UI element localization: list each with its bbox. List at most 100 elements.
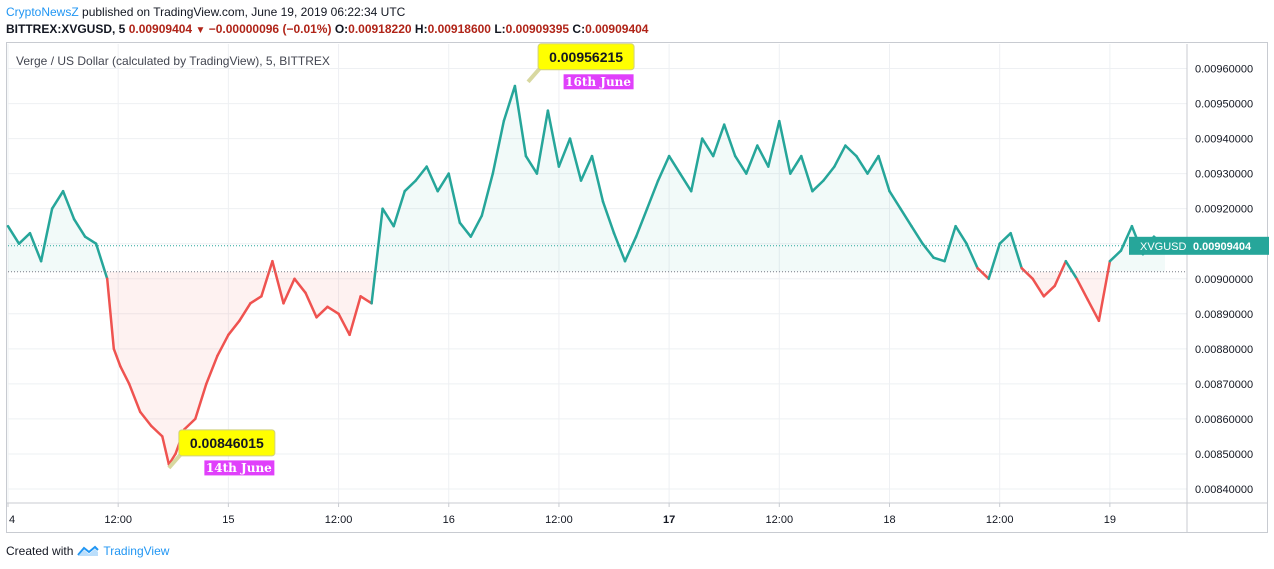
series-segment (789, 154, 803, 175)
series-segment (112, 347, 122, 368)
low-label: L: (494, 22, 506, 36)
series-segment (899, 207, 913, 228)
series-segment (414, 165, 428, 182)
y-tick-label: 0.00840000 (1195, 484, 1253, 496)
series-segment (105, 277, 116, 351)
y-tick-label: 0.00870000 (1195, 379, 1253, 391)
ticker-last: 0.00909404 (128, 22, 193, 36)
series-segment (370, 207, 384, 305)
series-segment (28, 231, 43, 263)
series-segment (260, 259, 274, 298)
series-segment (590, 154, 605, 203)
chart-legend: Verge / US Dollar (calculated by Trading… (16, 54, 330, 68)
series-segment (877, 154, 891, 193)
date-tag-box (562, 73, 635, 91)
low-value: 0.00909395 (505, 22, 570, 36)
series-segment (998, 231, 1012, 245)
series-segment (634, 207, 649, 238)
series-segment (271, 259, 285, 305)
chart-panel[interactable] (6, 42, 1268, 533)
x-tick-label: 16 (443, 514, 455, 526)
y-tick-label: 0.00850000 (1195, 449, 1253, 461)
date-tag-label: 16th June (565, 75, 631, 89)
series-segment (921, 242, 935, 259)
series-segment (601, 200, 616, 235)
open-value: 0.00918220 (348, 22, 412, 36)
series-segment (656, 154, 671, 182)
high-label: H: (414, 22, 428, 36)
series-segment (800, 154, 814, 193)
series-segment (1119, 224, 1134, 252)
series-segment (249, 295, 263, 305)
series-segment (568, 137, 583, 182)
series-segment (1009, 231, 1023, 270)
series-segment (337, 312, 351, 337)
series-segment (756, 144, 770, 168)
series-segment (392, 189, 406, 228)
x-tick-label: 12:00 (986, 514, 1014, 526)
series-segment (1064, 259, 1079, 281)
y-tick-label: 0.00930000 (1195, 169, 1253, 181)
created-with-text: Created with (6, 544, 74, 558)
x-tick-label: 4 (9, 514, 15, 526)
series-segment (965, 242, 979, 270)
series-segment (579, 154, 594, 182)
series-segment (844, 144, 858, 158)
series-segment (778, 119, 792, 175)
y-tick-label: 0.00940000 (1195, 134, 1253, 146)
x-tick-label: 17 (663, 514, 675, 526)
series-segment (359, 295, 373, 305)
series-segment (1075, 277, 1090, 302)
x-tick-label: 15 (222, 514, 234, 526)
series-segment (194, 382, 208, 421)
series-segment (127, 382, 142, 414)
series-segment (1042, 284, 1057, 298)
series-segment (304, 291, 318, 319)
series-segment (326, 305, 340, 316)
series-segment (767, 119, 781, 168)
series-segment (425, 165, 439, 193)
series-segment (436, 172, 450, 193)
series-segment (513, 84, 528, 158)
ticker-symbol: BITTREX:XVGUSD, 5 (6, 22, 126, 36)
y-tick-label: 0.00920000 (1195, 204, 1253, 216)
series-segment (711, 123, 726, 158)
open-label: O: (334, 22, 349, 36)
series-segment (1020, 266, 1034, 281)
author-link[interactable]: CryptoNewsZ (6, 5, 79, 19)
callout-value: 0.00956215 (549, 49, 623, 65)
publish-line: CryptoNewsZ published on TradingView.com… (6, 5, 405, 19)
area-fill-below (104, 271, 1108, 465)
series-segment (381, 207, 395, 228)
series-segment (502, 84, 517, 123)
series-segment (1086, 298, 1101, 323)
series-segment (72, 217, 87, 238)
series-segment (39, 207, 54, 263)
series-segment (205, 354, 219, 386)
series-segment (557, 137, 572, 168)
y-tick-label: 0.00880000 (1195, 344, 1253, 356)
series-segment (161, 435, 171, 466)
published-text: published on TradingView.com, June 19, 2… (78, 5, 406, 19)
series-segment (678, 172, 693, 193)
series-segment (722, 123, 737, 158)
callout-box (178, 429, 276, 457)
series-segment (535, 109, 550, 175)
series-segment (50, 189, 65, 210)
series-segment (866, 154, 880, 175)
price-label-symbol: XVGUSD (1140, 241, 1187, 253)
series-segment (822, 165, 836, 182)
series-segment (94, 242, 109, 281)
area-fill-above (8, 86, 1165, 272)
series-segment (932, 256, 946, 263)
close-value: 0.00909404 (585, 22, 649, 36)
x-tick-label: 19 (1104, 514, 1116, 526)
tradingview-brand-link[interactable]: TradingView (103, 544, 170, 558)
series-segment (612, 231, 627, 263)
y-tick-label: 0.00960000 (1195, 64, 1253, 76)
x-tick-label: 12:00 (104, 514, 132, 526)
series-segment (943, 224, 957, 263)
series-segment (888, 189, 902, 210)
ticker-change: −0.00000096 (−0.01%) (208, 22, 332, 36)
